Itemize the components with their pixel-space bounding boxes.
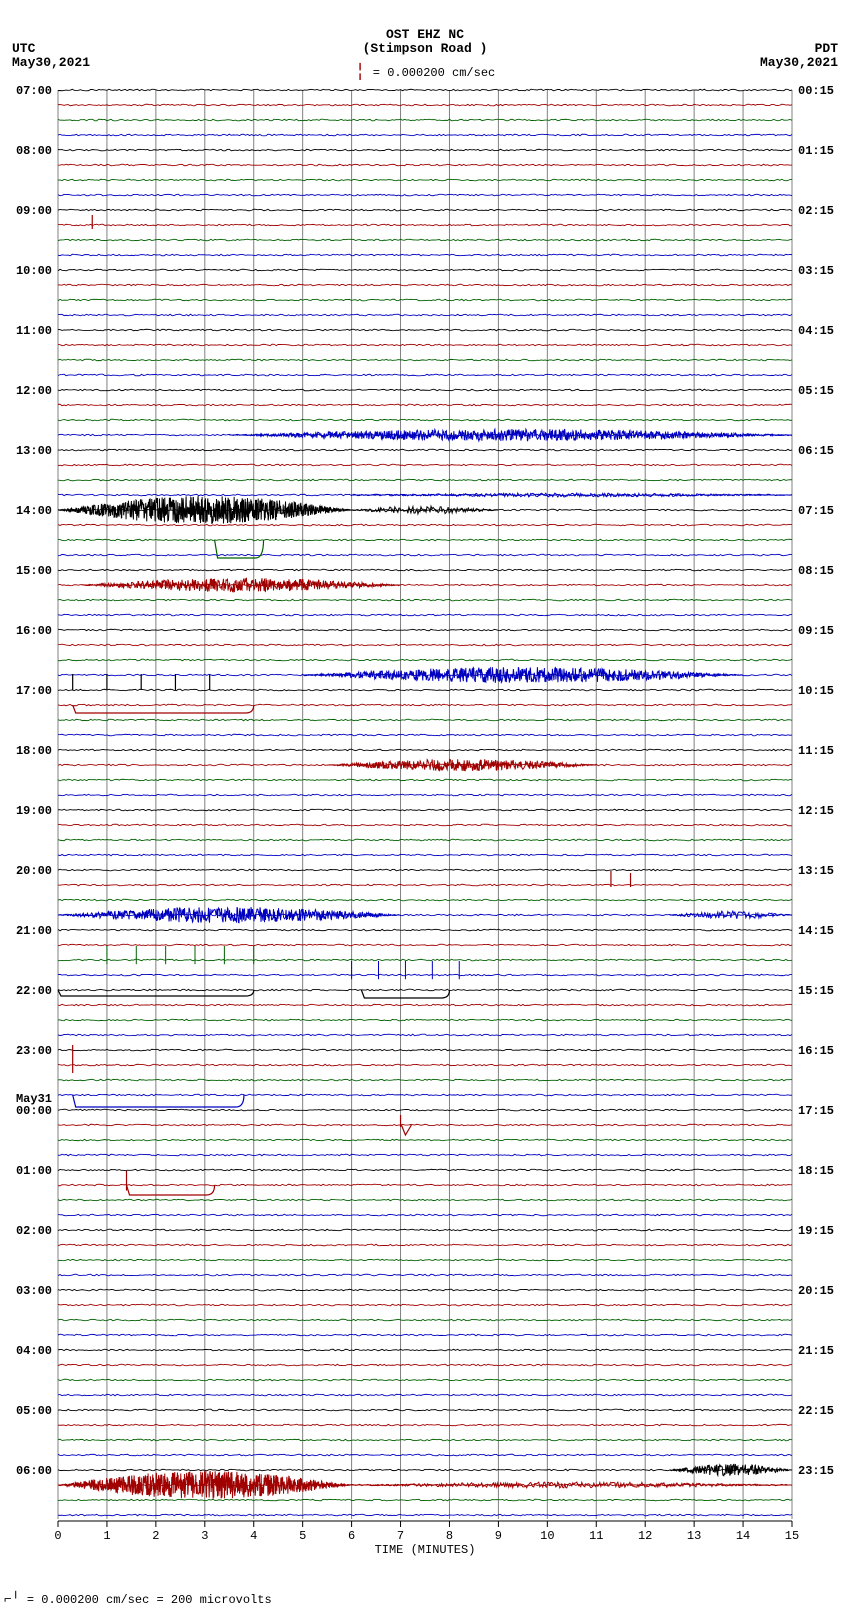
left-tz-date: May30,2021	[12, 56, 90, 70]
left-hour-label: 14:00	[16, 504, 52, 518]
x-axis-label: TIME (MINUTES)	[375, 1543, 476, 1557]
seismogram-container: UTC May30,2021 PDT May30,2021 OST EHZ NC…	[0, 0, 850, 1613]
right-hour-label: 19:15	[798, 1224, 834, 1238]
left-hour-label: 10:00	[16, 264, 52, 278]
left-hour-label: 04:00	[16, 1344, 52, 1358]
left-hour-label: 09:00	[16, 204, 52, 218]
right-tz-date: May30,2021	[760, 56, 838, 70]
x-tick-label: 6	[348, 1529, 355, 1543]
scale-prefix: =	[373, 66, 387, 80]
x-tick-label: 12	[638, 1529, 652, 1543]
right-hour-label: 14:15	[798, 924, 834, 938]
x-tick-label: 4	[250, 1529, 257, 1543]
right-hour-label: 04:15	[798, 324, 834, 338]
location-title: (Stimpson Road )	[0, 42, 850, 56]
right-hour-label: 15:15	[798, 984, 834, 998]
right-hour-label: 01:15	[798, 144, 834, 158]
x-tick-label: 10	[540, 1529, 554, 1543]
seismogram-plot: 07:00 08:00 09:00 10:00 11:00 12:00 13:00 14:00…	[0, 80, 850, 1580]
x-tick-label: 1	[103, 1529, 110, 1543]
footer-text: = 0.000200 cm/sec = 200 microvolts	[27, 1593, 272, 1607]
right-hour-label: 06:15	[798, 444, 834, 458]
right-hour-label: 18:15	[798, 1164, 834, 1178]
right-hour-label: 13:15	[798, 864, 834, 878]
left-hour-label: 03:00	[16, 1284, 52, 1298]
x-tick-label: 8	[446, 1529, 453, 1543]
right-hour-label: 16:15	[798, 1044, 834, 1058]
right-hour-label: 08:15	[798, 564, 834, 578]
right-tz-label: PDT	[760, 42, 838, 56]
left-hour-label: 06:00	[16, 1464, 52, 1478]
right-hour-label: 05:15	[798, 384, 834, 398]
x-tick-label: 9	[495, 1529, 502, 1543]
x-tick-label: 7	[397, 1529, 404, 1543]
x-tick-label: 3	[201, 1529, 208, 1543]
left-hour-label: 05:00	[16, 1404, 52, 1418]
right-hour-label: 23:15	[798, 1464, 834, 1478]
x-tick-label: 2	[152, 1529, 159, 1543]
right-timezone-block: PDT May30,2021	[760, 42, 838, 70]
left-hour-label: 13:00	[16, 444, 52, 458]
right-hour-label: 02:15	[798, 204, 834, 218]
left-hour-label: 02:00	[16, 1224, 52, 1238]
left-hour-label: 18:00	[16, 744, 52, 758]
left-hour-label: 11:00	[16, 324, 52, 338]
x-tick-label: 5	[299, 1529, 306, 1543]
right-hour-label: 12:15	[798, 804, 834, 818]
right-hour-label: 10:15	[798, 684, 834, 698]
footer-scale: ⌐╵ = 0.000200 cm/sec = 200 microvolts	[4, 1592, 272, 1607]
scale-value: 0.000200 cm/sec	[387, 66, 495, 80]
x-tick-label: 15	[785, 1529, 799, 1543]
right-hour-label: 20:15	[798, 1284, 834, 1298]
x-tick-label: 13	[687, 1529, 701, 1543]
left-timezone-block: UTC May30,2021	[12, 42, 90, 70]
header: OST EHZ NC (Stimpson Road ) ╎ = 0.000200…	[0, 0, 850, 84]
left-tz-label: UTC	[12, 42, 90, 56]
right-hour-label: 09:15	[798, 624, 834, 638]
left-hour-label: 08:00	[16, 144, 52, 158]
left-hour-label: 16:00	[16, 624, 52, 638]
left-hour-label: 20:00	[16, 864, 52, 878]
right-hour-label: 00:15	[798, 84, 834, 98]
station-title: OST EHZ NC	[0, 28, 850, 42]
x-tick-label: 0	[54, 1529, 61, 1543]
left-hour-label: 23:00	[16, 1044, 52, 1058]
left-hour-label: 00:00	[16, 1104, 52, 1118]
right-hour-label: 22:15	[798, 1404, 834, 1418]
left-hour-label: 21:00	[16, 924, 52, 938]
x-tick-label: 14	[736, 1529, 750, 1543]
x-tick-label: 11	[589, 1529, 603, 1543]
right-hour-label: 21:15	[798, 1344, 834, 1358]
left-hour-label: 17:00	[16, 684, 52, 698]
left-hour-label: 07:00	[16, 84, 52, 98]
left-hour-label: 22:00	[16, 984, 52, 998]
footer-bar-icon: ⌐╵	[4, 1592, 20, 1607]
left-hour-label: 01:00	[16, 1164, 52, 1178]
left-hour-label: 12:00	[16, 384, 52, 398]
right-hour-label: 07:15	[798, 504, 834, 518]
right-hour-label: 11:15	[798, 744, 834, 758]
left-hour-label: 15:00	[16, 564, 52, 578]
left-hour-label: 19:00	[16, 804, 52, 818]
right-hour-label: 03:15	[798, 264, 834, 278]
left-date-label: May31	[16, 1092, 52, 1106]
right-hour-label: 17:15	[798, 1104, 834, 1118]
